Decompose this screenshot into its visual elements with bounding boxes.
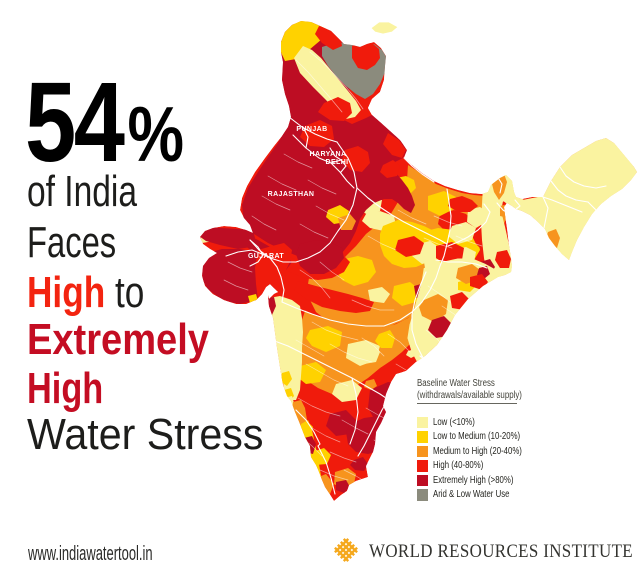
svg-text:RAJASTHAN: RAJASTHAN	[268, 191, 315, 198]
svg-text:GUJARAT: GUJARAT	[248, 253, 284, 260]
svg-text:DELHI: DELHI	[326, 159, 349, 166]
svg-text:PUNJAB: PUNJAB	[296, 126, 327, 133]
svg-text:HARYANA: HARYANA	[310, 151, 347, 158]
